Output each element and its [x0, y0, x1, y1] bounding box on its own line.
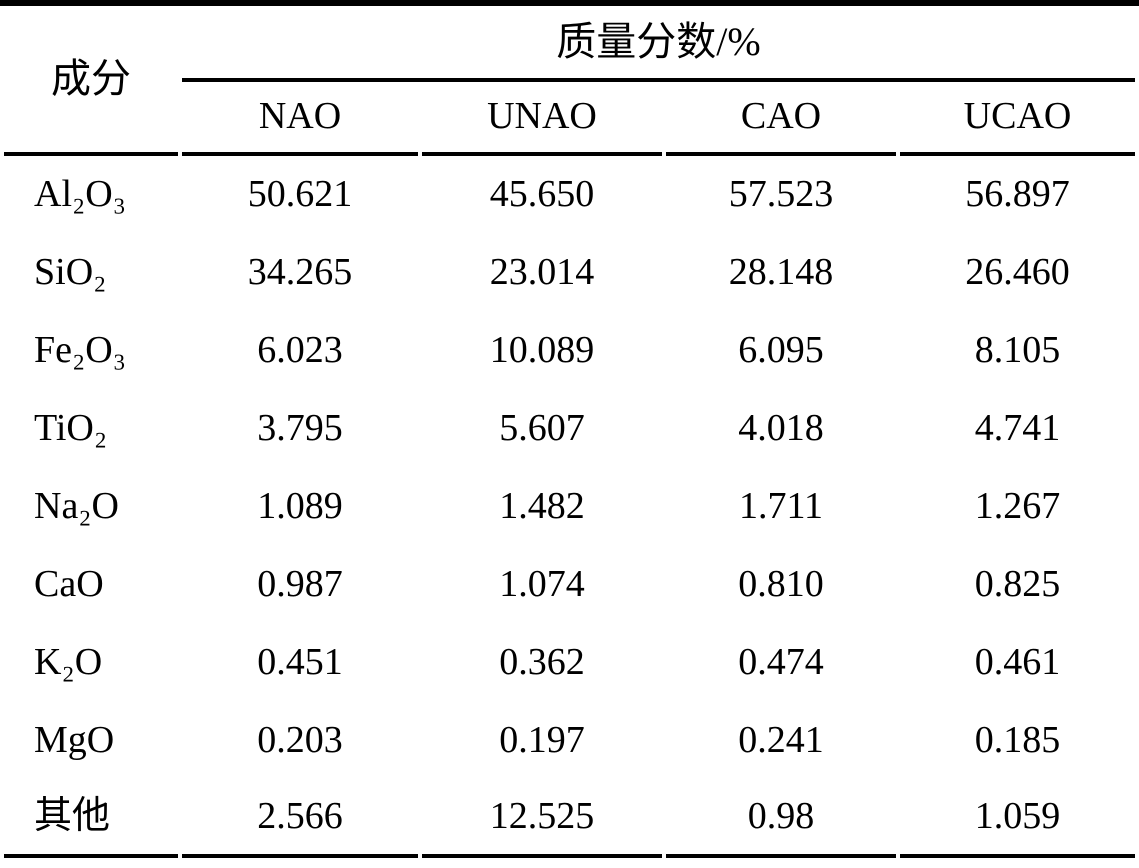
value-cell: 10.089 — [489, 329, 595, 372]
value-cell: 0.98 — [666, 780, 896, 858]
table-row: 其他 2.566 12.525 0.98 1.059 — [4, 780, 1135, 858]
component-cell: K₂O — [34, 641, 103, 684]
value-cell: 1.267 — [974, 485, 1061, 528]
component-cell: TiO₂ — [34, 407, 108, 450]
value-cell: 0.203 — [257, 719, 343, 762]
table-row: Fe₂O₃ 6.023 10.089 6.095 8.105 — [4, 312, 1135, 390]
value-cell: 3.795 — [257, 407, 343, 450]
group-header-row: 成分 质量分数/% — [4, 6, 1135, 156]
value-cell: 6.023 — [257, 329, 343, 372]
table-head: 成分 质量分数/% NAO UNAO CAO UCAO — [4, 6, 1135, 156]
table-row: SiO₂ 34.265 23.014 28.148 26.460 — [4, 234, 1135, 312]
value-cell: 2.566 — [182, 780, 418, 858]
sample-header-row: NAO UNAO CAO UCAO — [4, 82, 1135, 156]
value-cell: 1.059 — [900, 780, 1135, 858]
value-cell: 0.185 — [974, 719, 1061, 762]
value-cell: 0.810 — [738, 563, 824, 606]
table-row: K₂O 0.451 0.362 0.474 0.461 — [4, 624, 1135, 702]
value-cell: 0.474 — [738, 641, 824, 684]
table-body: Al₂O₃ 50.621 45.650 57.523 56.897 SiO₂ 34.265 2… — [4, 156, 1135, 858]
table-row: Al₂O₃ 50.621 45.650 57.523 56.897 — [4, 156, 1135, 234]
component-cell: Al₂O₃ — [34, 173, 126, 216]
value-cell: 12.525 — [422, 780, 662, 858]
value-cell: 56.897 — [965, 173, 1070, 216]
table-row: CaO 0.987 1.074 0.810 0.825 — [4, 546, 1135, 624]
value-cell: 0.451 — [257, 641, 343, 684]
component-cell: MgO — [34, 719, 115, 762]
value-cell: 1.089 — [257, 485, 343, 528]
value-cell: 4.018 — [738, 407, 824, 450]
column-header-cao: CAO — [666, 82, 896, 156]
table-row: TiO₂ 3.795 5.607 4.018 4.741 — [4, 390, 1135, 468]
value-cell: 5.607 — [499, 407, 585, 450]
value-cell: 28.148 — [728, 251, 834, 294]
component-cell: CaO — [34, 563, 104, 606]
value-cell: 0.825 — [974, 563, 1061, 606]
mass-fraction-group-header: 质量分数/% — [182, 6, 1135, 82]
value-cell: 1.711 — [738, 485, 824, 528]
value-cell: 45.650 — [489, 173, 595, 216]
value-cell: 57.523 — [728, 173, 834, 216]
component-column-header: 成分 — [4, 6, 178, 156]
value-cell: 8.105 — [974, 329, 1061, 372]
value-cell: 0.987 — [257, 563, 343, 606]
component-cell: 其他 — [4, 780, 178, 858]
column-header-ucao: UCAO — [900, 82, 1135, 156]
value-cell: 23.014 — [489, 251, 595, 294]
column-header-nao: NAO — [182, 82, 418, 156]
value-cell: 50.621 — [247, 173, 353, 216]
value-cell: 1.074 — [499, 563, 585, 606]
value-cell: 0.362 — [499, 641, 585, 684]
value-cell: 1.482 — [499, 485, 585, 528]
component-cell: SiO₂ — [34, 251, 107, 294]
value-cell: 0.241 — [738, 719, 824, 762]
column-header-unao: UNAO — [422, 82, 662, 156]
value-cell: 0.461 — [974, 641, 1061, 684]
value-cell: 0.197 — [499, 719, 585, 762]
table-row: Na₂O 1.089 1.482 1.711 1.267 — [4, 468, 1135, 546]
value-cell: 4.741 — [974, 407, 1061, 450]
table-row: MgO 0.203 0.197 0.241 0.185 — [4, 702, 1135, 780]
value-cell: 34.265 — [247, 251, 353, 294]
component-cell: Fe₂O₃ — [34, 329, 126, 372]
value-cell: 6.095 — [738, 329, 824, 372]
component-cell: Na₂O — [34, 485, 119, 528]
value-cell: 26.460 — [965, 251, 1070, 294]
